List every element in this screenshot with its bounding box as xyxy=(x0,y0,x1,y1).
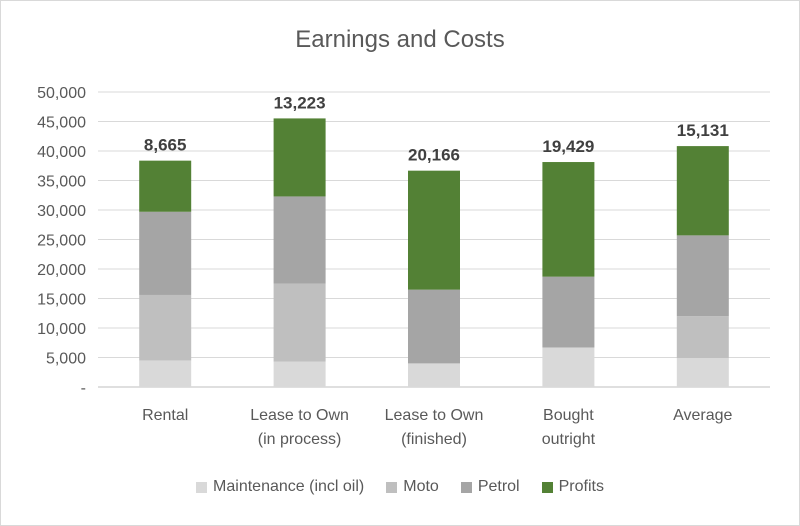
bar-segment xyxy=(542,276,595,348)
data-label: 8,665 xyxy=(144,136,187,155)
y-tick-label: 35,000 xyxy=(37,174,86,191)
bar-segment xyxy=(408,289,460,364)
x-tick-label: Average xyxy=(673,407,732,424)
bar-segment xyxy=(273,361,326,387)
legend-swatch xyxy=(386,481,398,493)
legend-swatch xyxy=(460,481,472,493)
bar-segment xyxy=(676,316,729,359)
legend-item: Profits xyxy=(541,478,604,496)
bar-segment xyxy=(542,162,595,277)
chart-legend: Maintenance (incl oil) Moto Petrol Profits xyxy=(0,478,800,496)
data-label: 15,131 xyxy=(677,121,729,140)
y-tick-label: 20,000 xyxy=(37,262,86,279)
legend-swatch xyxy=(541,481,553,493)
chart-title: Earnings and Costs xyxy=(295,26,505,53)
bar-segment xyxy=(408,170,460,290)
x-tick-label: Lease to Own (finished) xyxy=(385,407,484,448)
bar-segment xyxy=(139,211,192,295)
y-tick-label: 25,000 xyxy=(37,233,86,250)
legend-item: Petrol xyxy=(460,478,520,496)
y-tick-label: 30,000 xyxy=(37,203,86,220)
y-tick-label: 15,000 xyxy=(37,292,86,309)
bar-segment xyxy=(273,118,326,197)
x-tick-label: Rental xyxy=(142,407,188,424)
y-tick-label: 50,000 xyxy=(37,85,86,102)
data-label: 13,223 xyxy=(274,93,326,112)
legend-item: Moto xyxy=(386,478,439,496)
bar-segment xyxy=(676,235,729,317)
y-tick-label: 40,000 xyxy=(37,144,86,161)
bar-segment xyxy=(676,358,729,387)
y-tick-label: 10,000 xyxy=(37,321,86,338)
y-tick-label: - xyxy=(81,380,86,397)
y-tick-label: 5,000 xyxy=(46,351,86,368)
legend-item: Maintenance (incl oil) xyxy=(196,478,364,496)
legend-label: Profits xyxy=(558,478,604,495)
bar-segment xyxy=(273,283,326,362)
legend-label: Moto xyxy=(403,478,439,495)
bar-segment xyxy=(273,196,326,284)
x-tick-label: Bought outright xyxy=(542,407,596,448)
legend-label: Maintenance (incl oil) xyxy=(213,478,365,495)
x-tick-label: Lease to Own (in process) xyxy=(250,407,349,448)
data-label: 19,429 xyxy=(542,137,594,156)
y-tick-label: 45,000 xyxy=(37,115,86,132)
bar-segment xyxy=(676,146,729,236)
bar-segment xyxy=(542,347,595,387)
legend-swatch xyxy=(196,481,208,493)
bar-segment xyxy=(139,294,192,361)
data-label: 20,166 xyxy=(408,146,460,165)
legend-label: Petrol xyxy=(477,478,520,495)
bar-segment xyxy=(139,160,192,212)
bar-segment xyxy=(408,363,460,387)
bar-segment xyxy=(139,360,192,387)
